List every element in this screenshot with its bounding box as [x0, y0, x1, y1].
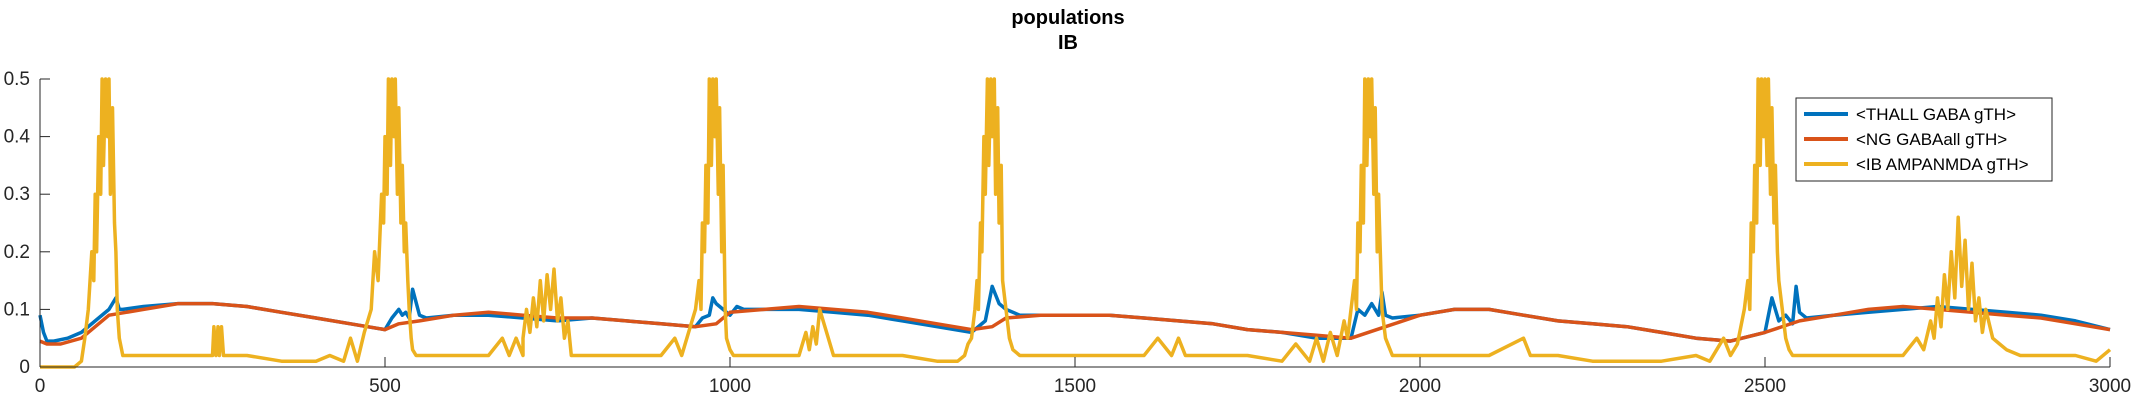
chart-subtitle: IB [1058, 32, 1078, 54]
series-line-2 [39, 301, 2111, 346]
y-tick-label: 0 [19, 357, 30, 378]
legend-label-2: <NG GABAall gTH> [1856, 130, 2007, 149]
x-tick-label: 0 [35, 376, 46, 397]
legend-label-3: <IB AMPANMDA gTH> [1856, 155, 2029, 174]
series-layer [38, 77, 2112, 369]
x-tick-label: 2500 [1744, 376, 1786, 397]
x-tick-label: 3000 [2089, 376, 2131, 397]
plot-area: 0 500 1000 1500 2000 2500 3000 0 0.1 0.2 0.3 0.4 0.5 [4, 69, 2132, 397]
axes-layer: 0 500 1000 1500 2000 2500 3000 0 0.1 0.2 0.3 0.4 0.5 [4, 69, 2132, 397]
x-tick-label: 2000 [1399, 376, 1441, 397]
x-tick-label: 500 [369, 376, 401, 397]
series-line-3 [40, 77, 2112, 369]
y-tick-label: 0.2 [4, 242, 30, 263]
x-tick-label: 1000 [709, 376, 751, 397]
legend-label-1: <THALL GABA gTH> [1856, 105, 2016, 124]
y-tick-label: 0.1 [4, 299, 30, 320]
x-tick-label: 1500 [1054, 376, 1096, 397]
y-tick-label: 0.4 [4, 127, 31, 148]
y-tick-label: 0.3 [4, 184, 30, 205]
legend: <THALL GABA gTH> <NG GABAall gTH> <IB AMPA… [1795, 97, 2053, 182]
y-tick-label: 0.5 [4, 69, 30, 90]
chart-title: populations [1011, 7, 1124, 29]
